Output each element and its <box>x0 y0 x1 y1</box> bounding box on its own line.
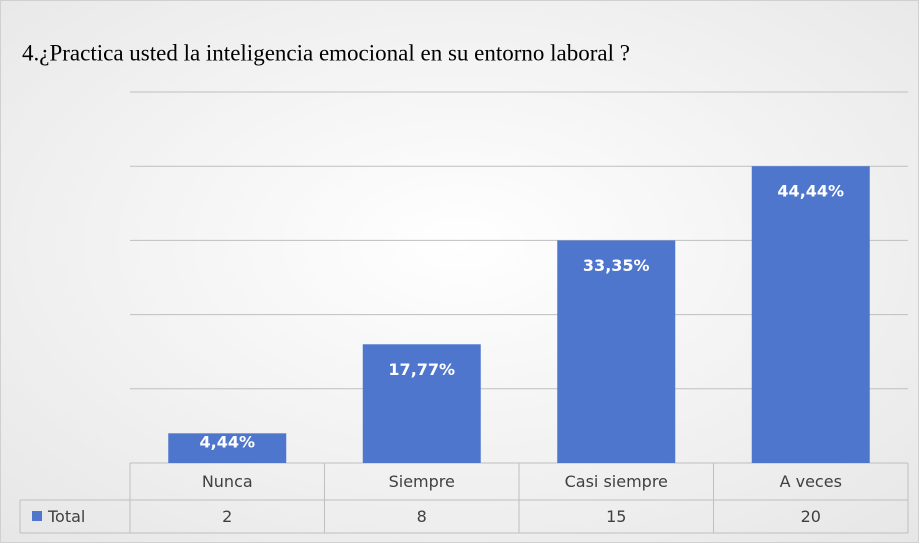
data-label: 33,35% <box>583 256 650 275</box>
chart-title: 4.¿Practica usted la inteligencia emocio… <box>22 40 630 65</box>
x-tick-label: A veces <box>780 472 842 491</box>
table-value: 2 <box>222 507 232 526</box>
x-tick-label: Nunca <box>202 472 253 491</box>
bar <box>557 240 676 463</box>
table-value: 15 <box>606 507 626 526</box>
legend-key <box>32 511 42 521</box>
bar <box>751 166 870 463</box>
x-tick-label: Casi siempre <box>565 472 668 491</box>
legend-label: Total <box>47 507 85 526</box>
x-tick-label: Siempre <box>389 472 455 491</box>
data-label: 4,44% <box>199 433 255 452</box>
data-label: 17,77% <box>388 360 455 379</box>
bar <box>362 344 481 463</box>
table-value: 20 <box>801 507 821 526</box>
bar <box>168 433 287 463</box>
table-value: 8 <box>417 507 427 526</box>
data-label: 44,44% <box>777 182 844 201</box>
